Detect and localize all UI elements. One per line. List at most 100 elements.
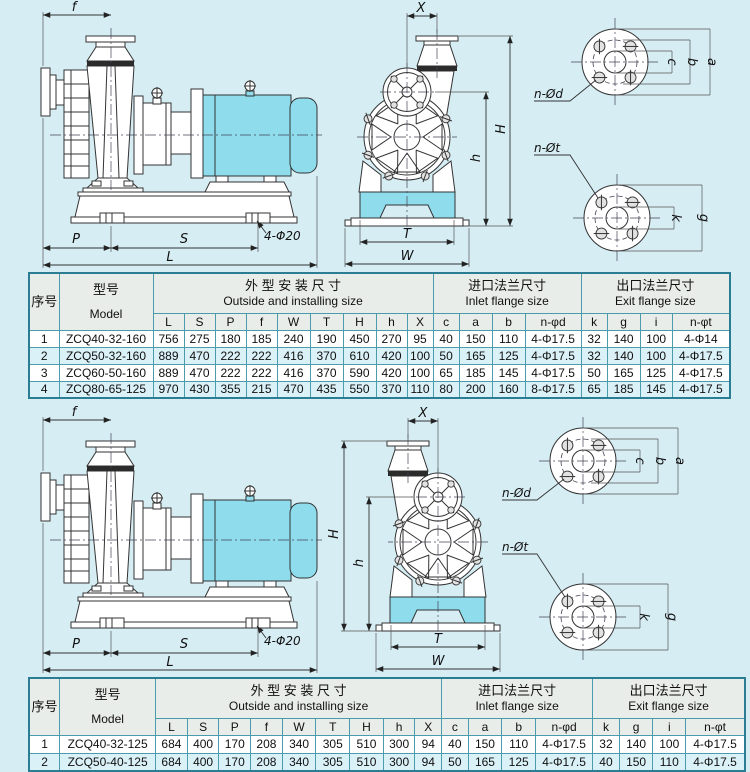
dimension-cell: 185 <box>606 380 641 399</box>
sub-column-header: L <box>155 717 188 736</box>
sub-column-header: k <box>592 717 620 736</box>
dimension-cell: 370 <box>309 346 344 365</box>
sub-column-header: c <box>441 717 469 736</box>
table-row: 3 ZCQ60-50-160 889 470 222 222 416 370 590 420 100… <box>28 363 731 382</box>
dim-label-W: W <box>432 654 446 669</box>
inlet-flange-header: 进口法兰尺寸 Inlet flange size <box>432 272 582 314</box>
dimension-cell: 50 <box>441 752 469 772</box>
dimension-cell: 94 <box>414 734 443 754</box>
table-row: 2 ZCQ50-32-160 889 470 222 222 416 370 610 420 100… <box>28 346 731 365</box>
table-row: 4 ZCQ80-65-125 970 430 355 215 470 435 550 370 110… <box>28 380 731 399</box>
dimension-cell: 435 <box>309 380 344 399</box>
sub-column-header: T <box>315 717 351 736</box>
dimension-cell: 450 <box>342 329 377 348</box>
dimension-cell: 4-Φ14 <box>671 329 731 348</box>
dimension-cell: 140 <box>618 734 654 754</box>
dimension-cell: 275 <box>183 329 216 348</box>
dimension-cell: 40 <box>441 734 469 754</box>
dim-label-X: X <box>416 1 427 16</box>
dimension-cell: 240 <box>276 329 311 348</box>
dimension-cell: 970 <box>152 380 185 399</box>
dimension-cell: 80 <box>432 380 460 399</box>
table-row: 2 ZCQ50-40-125 684 400 170 208 340 305 510 300 94 5… <box>28 752 746 772</box>
dimension-cell: 65 <box>432 363 460 382</box>
dim-label-X: X <box>418 406 429 421</box>
dim-label-S: S <box>180 232 188 247</box>
dimension-cell: 4-Φ17.5 <box>671 380 731 399</box>
sub-column-header: W <box>276 312 311 331</box>
dimension-cell: 355 <box>214 380 247 399</box>
dimension-cell: 100 <box>639 346 673 365</box>
model-header: 型号 Model <box>59 677 157 736</box>
sub-column-header: h <box>375 312 408 331</box>
dimension-table-zcq125: 序号 型号 Model 外 型 安 装 尺 寸 Outside and inst… <box>28 677 746 772</box>
flange-dim-g: g <box>664 613 679 621</box>
model-cell: ZCQ80-65-125 <box>58 380 154 399</box>
dimension-cell: 370 <box>375 380 408 399</box>
dimension-cell: 190 <box>309 329 344 348</box>
flange-dim-g: g <box>696 214 711 222</box>
dimension-cell: 40 <box>592 752 620 772</box>
dimension-cell: 4-Φ17.5 <box>524 363 582 382</box>
dimension-cell: 32 <box>580 329 608 348</box>
dimension-cell: 420 <box>375 346 408 365</box>
sub-column-header: n-φd <box>524 312 582 331</box>
flange-dim-k: k <box>636 613 651 621</box>
inlet-flange-view <box>539 417 627 505</box>
flange-dim-c: c <box>664 58 679 65</box>
dimension-cell: 300 <box>382 752 416 772</box>
dimension-cell: 100 <box>652 734 687 754</box>
sub-column-header: S <box>186 717 220 736</box>
group-header-row: 序号 型号 Model 外 型 安 装 尺 寸 Outside and inst… <box>28 272 731 331</box>
outlet-flange-view <box>539 573 627 661</box>
sub-column-header: H <box>349 717 384 736</box>
dimension-cell: 305 <box>315 734 351 754</box>
dimension-cell: 4-Φ17.5 <box>534 752 594 772</box>
dimension-cell: 170 <box>218 734 252 754</box>
inlet-flange-view <box>571 18 659 106</box>
inlet-bolt-label: n-Ød <box>534 87 563 101</box>
row-number: 4 <box>28 380 60 399</box>
dimension-cell: 889 <box>152 363 185 382</box>
dimension-cell: 400 <box>186 734 220 754</box>
dimension-cell: 4-Φ17.5 <box>524 329 582 348</box>
dim-label-T: T <box>403 227 412 242</box>
sub-column-header: c <box>432 312 460 331</box>
dimension-cell: 140 <box>606 329 641 348</box>
dimension-cell: 185 <box>458 363 493 382</box>
bolt-callout-label: 4-Φ20 <box>264 229 301 243</box>
dimension-cell: 110 <box>501 734 536 754</box>
dimension-cell: 95 <box>406 329 434 348</box>
flange-dim-b: b <box>684 58 699 66</box>
dim-label-H: H <box>494 124 509 134</box>
dimension-cell: 470 <box>276 380 311 399</box>
dimension-cell: 145 <box>491 363 526 382</box>
dimension-cell: 215 <box>245 380 278 399</box>
dimension-cell: 756 <box>152 329 185 348</box>
dimension-cell: 222 <box>214 346 247 365</box>
sub-column-header: n-φt <box>685 717 746 736</box>
dimension-cell: 110 <box>406 380 434 399</box>
flange-dim-k: k <box>668 214 683 222</box>
outside-size-header: 外 型 安 装 尺 寸 Outside and installing size <box>155 677 443 719</box>
dimension-cell: 4-Φ17.5 <box>685 752 746 772</box>
sub-column-header: g <box>606 312 641 331</box>
sub-column-header: f <box>250 717 283 736</box>
dimension-cell: 222 <box>245 363 278 382</box>
dimension-table-zcq160: 序号 型号 Model 外 型 安 装 尺 寸 Outside and inst… <box>28 272 732 399</box>
dimension-cell: 150 <box>467 734 503 754</box>
dim-label-h: h <box>352 559 367 567</box>
dim-label-W: W <box>401 249 415 264</box>
dim-label-f: f <box>72 0 79 15</box>
dimension-cell: 222 <box>245 346 278 365</box>
bolt-callout-label: 4-Φ20 <box>264 634 301 648</box>
dimension-cell: 125 <box>639 363 673 382</box>
sub-column-header: a <box>467 717 503 736</box>
row-number: 2 <box>28 752 61 772</box>
dimension-cell: 370 <box>309 363 344 382</box>
sub-column-header: f <box>245 312 278 331</box>
flange-dim-a: a <box>672 457 687 465</box>
sub-column-header: P <box>214 312 247 331</box>
